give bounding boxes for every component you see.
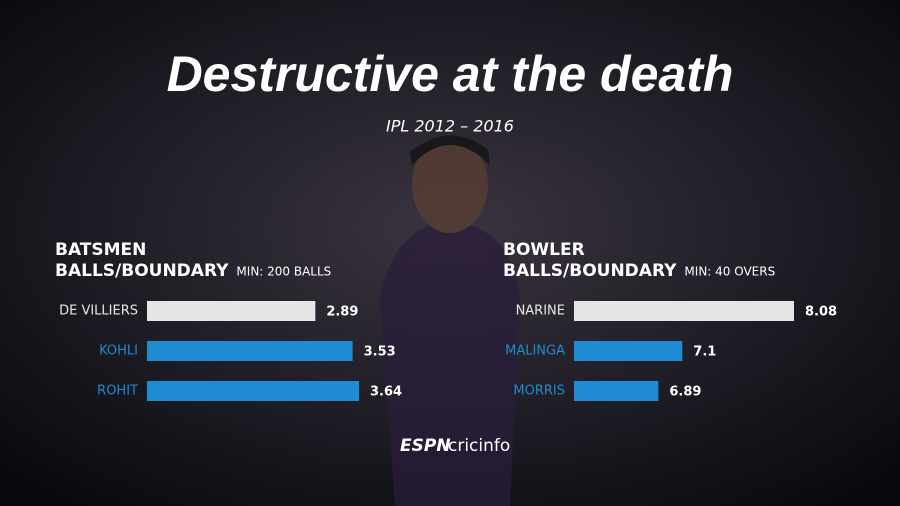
value-label: 7.1 — [693, 345, 716, 360]
value-label: 6.89 — [669, 385, 701, 400]
bar — [147, 301, 316, 321]
category-label: NARINE — [516, 304, 565, 319]
value-label: 3.64 — [370, 385, 402, 400]
category-label: KOHLI — [99, 344, 138, 359]
value-label: 3.53 — [364, 345, 396, 360]
panel-title: BATSMEN — [55, 240, 146, 260]
subtitle: IPL 2012 – 2016 — [386, 117, 514, 136]
bar — [574, 341, 683, 361]
title: Destructive at the death — [167, 46, 734, 102]
category-label: MALINGA — [505, 344, 565, 359]
logo-espn: ESPN — [400, 436, 451, 456]
bar — [574, 381, 659, 401]
panel-note: MIN: 40 OVERS — [684, 265, 775, 279]
value-label: 8.08 — [805, 305, 837, 320]
player-photo — [380, 135, 520, 506]
panel-note: MIN: 200 BALLS — [236, 265, 331, 279]
panel-subtitle: BALLS/BOUNDARY — [55, 261, 229, 281]
logo: ESPN cricinfo — [400, 436, 510, 456]
logo-cricinfo: cricinfo — [448, 436, 510, 456]
value-label: 2.89 — [326, 305, 358, 320]
bar — [574, 301, 795, 321]
panel-title: BOWLER — [503, 240, 585, 260]
bar — [147, 341, 353, 361]
bar — [147, 381, 360, 401]
category-label: MORRIS — [513, 384, 565, 399]
panel-subtitle: BALLS/BOUNDARY — [503, 261, 677, 281]
category-label: DE VILLIERS — [59, 304, 138, 319]
category-label: ROHIT — [97, 384, 138, 399]
